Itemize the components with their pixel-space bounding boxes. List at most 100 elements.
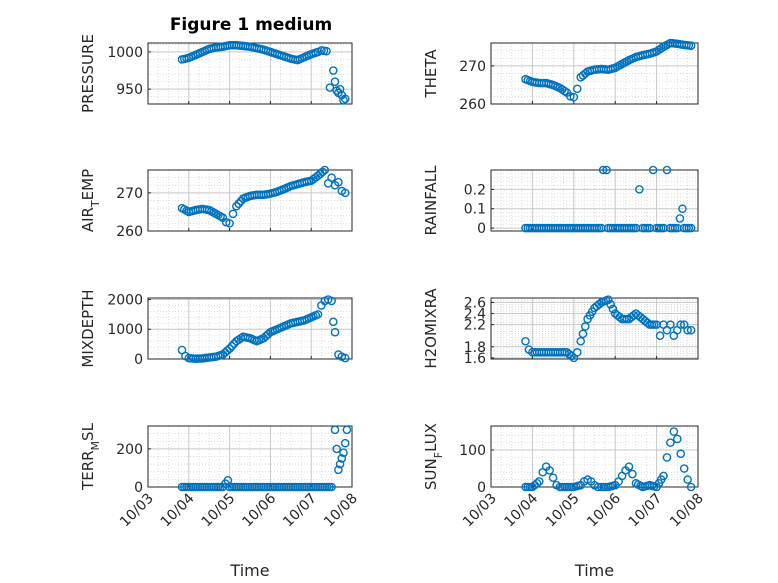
y-axis-label: MIXDEPTH [79,289,97,367]
y-axis-label: SUNFLUX [422,423,445,490]
y-tick-label: 0.1 [464,202,486,218]
minor-grid [148,425,352,488]
y-tick-label: 0.2 [464,182,486,198]
data-point [340,94,350,104]
data-point [195,48,205,58]
series-markers [177,165,350,228]
data-point [532,479,542,488]
data-point [566,92,575,101]
minor-grid [491,426,698,488]
data-point [572,84,582,94]
data-point [337,454,347,463]
data-point [309,174,318,184]
y-tick-label: 1.8 [464,340,486,356]
y-tick-label: 270 [459,59,486,75]
data-point [339,448,348,457]
data-point [328,66,338,75]
data-point [576,336,586,346]
data-point [335,84,345,94]
data-point [334,465,343,475]
series-markers [177,425,352,492]
data-point [330,327,340,337]
data-point [622,314,632,324]
data-point [209,208,219,217]
data-point [567,351,576,361]
subplot-air-temp: 260 270 AIRTEMP [79,165,353,240]
axes-box [147,425,353,488]
data-point [615,60,625,70]
y-tick-label: 950 [116,82,143,98]
data-point [608,64,618,73]
data-point [325,83,335,92]
data-point [648,165,658,175]
data-point [670,223,680,233]
data-point [581,322,590,331]
y-tick-label: 260 [459,97,486,113]
y-tick-label: 100 [459,443,486,459]
y-tick-label: 260 [116,224,143,240]
data-point [334,177,343,187]
data-point [569,92,579,102]
data-point [564,349,574,359]
data-point [602,165,611,175]
data-point [640,316,650,326]
data-point [216,350,225,360]
data-point [223,346,232,355]
data-point [342,425,352,435]
data-point [311,48,321,57]
data-point [686,325,696,335]
y-tick-label: 2000 [107,292,143,308]
data-point [270,325,280,335]
data-point [581,69,590,78]
y-tick-label: 0 [134,352,143,368]
data-point [221,479,230,488]
series-markers [521,165,696,233]
y-tick-label: 2.2 [464,318,486,334]
data-point [318,167,327,177]
data-point [202,205,212,214]
data-point [675,214,685,223]
data-point [227,341,237,351]
y-tick-label: 1000 [107,45,143,61]
data-point [593,482,603,492]
figure-title: Figure 1 medium [170,15,332,35]
data-point [340,188,350,198]
y-tick-label: 0 [134,480,143,496]
data-point [340,438,350,448]
series-markers [177,295,350,364]
data-point [261,331,271,341]
data-point [304,314,314,323]
data-point [655,331,665,341]
data-point [232,201,241,211]
data-point [678,204,687,214]
axes-box [147,297,353,360]
data-point [315,169,325,179]
series-markers [521,38,696,102]
data-point [189,51,198,61]
data-point [683,325,692,335]
data-point [613,311,622,320]
data-point [560,86,569,96]
axes-box [490,297,699,360]
data-point [635,185,644,194]
data-point [328,317,338,327]
minor-grid [148,169,352,232]
data-point [656,223,666,233]
y-tick-label: 1000 [107,322,143,338]
y-tick-label: 1.6 [464,351,486,367]
data-point [666,438,675,447]
data-point [606,299,615,309]
subplot-h2omixra: 1.61.8 2.22.42.6 H2OMIXRA [422,288,699,369]
data-point [587,307,597,316]
data-point [548,473,558,483]
axes-box [147,169,353,232]
data-point [679,464,689,473]
data-point [574,481,583,491]
data-point [676,320,686,329]
data-point [578,71,588,80]
data-point [530,480,540,490]
data-point [304,176,314,186]
data-point [676,449,686,459]
data-point [553,82,563,92]
